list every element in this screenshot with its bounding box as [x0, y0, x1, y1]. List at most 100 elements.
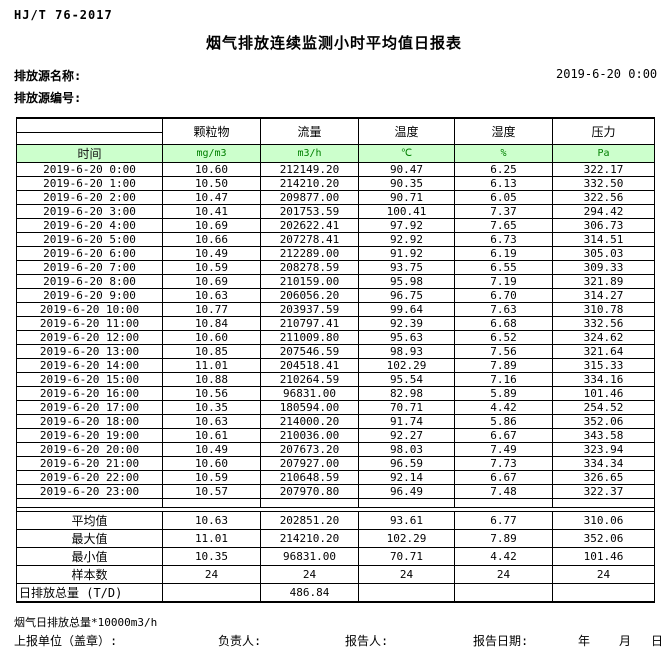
summary-value: 24	[162, 564, 261, 584]
value-cell: 180594.00	[260, 399, 359, 415]
time-cell: 2019-6-20 12:00	[16, 329, 163, 345]
time-cell: 2019-6-20 15:00	[16, 371, 163, 387]
table-row: 2019-6-20 2:00 10.47 209877.00 90.71 6.05 322…	[16, 189, 655, 205]
value-cell: 315.33	[552, 357, 655, 373]
time-cell: 2019-6-20 3:00	[16, 203, 163, 219]
value-cell: 7.56	[454, 343, 553, 359]
summary-label: 最小值	[16, 546, 163, 566]
time-cell: 2019-6-20 5:00	[16, 231, 163, 247]
value-cell: 210159.00	[260, 273, 359, 289]
value-cell: 322.56	[552, 189, 655, 205]
value-cell: 91.74	[358, 413, 455, 429]
value-cell: 7.89	[454, 357, 553, 373]
value-cell: 201753.59	[260, 203, 359, 219]
value-cell: 214210.20	[260, 175, 359, 191]
value-cell: 10.84	[162, 315, 261, 331]
time-cell: 2019-6-20 6:00	[16, 245, 163, 261]
table-row: 2019-6-20 13:00 10.85 207546.59 98.93 7.56 32…	[16, 343, 655, 359]
value-cell: 310.78	[552, 301, 655, 317]
time-cell: 2019-6-20 14:00	[16, 357, 163, 373]
value-cell: 92.14	[358, 469, 455, 485]
value-cell: 6.73	[454, 231, 553, 247]
value-cell: 10.69	[162, 273, 261, 289]
value-cell: 10.56	[162, 385, 261, 401]
value-cell: 7.16	[454, 371, 553, 387]
value-cell: 96.59	[358, 455, 455, 471]
value-cell: 7.63	[454, 301, 553, 317]
monitoring-table: 颗粒物 流量 温度 湿度 压力 时间 mg/m3 m3/h ℃ % Pa 201…	[16, 117, 655, 603]
summary-value: 96831.00	[260, 546, 359, 566]
summary-value: 214210.20	[260, 528, 359, 548]
summary-value: 11.01	[162, 528, 261, 548]
value-cell: 10.47	[162, 189, 261, 205]
value-cell: 208278.59	[260, 259, 359, 275]
column-header-pressure: 压力	[552, 117, 655, 145]
value-cell: 306.73	[552, 217, 655, 233]
summary-value	[454, 582, 553, 602]
summary-value: 24	[358, 564, 455, 584]
value-cell: 98.93	[358, 343, 455, 359]
value-cell: 210648.59	[260, 469, 359, 485]
summary-value: 24	[260, 564, 359, 584]
value-cell: 92.39	[358, 315, 455, 331]
unit-cell-flow: m3/h	[260, 143, 359, 163]
value-cell: 324.62	[552, 329, 655, 345]
value-cell: 95.54	[358, 371, 455, 387]
value-cell: 10.49	[162, 441, 261, 457]
summary-value: 486.84	[260, 582, 359, 602]
units-row: 时间 mg/m3 m3/h ℃ % Pa	[16, 143, 655, 163]
value-cell: 6.13	[454, 175, 553, 191]
value-cell: 209877.00	[260, 189, 359, 205]
value-cell: 334.34	[552, 455, 655, 471]
report-datetime: 2019-6-20 0:00	[556, 67, 658, 81]
value-cell: 6.05	[454, 189, 553, 205]
table-row: 2019-6-20 16:00 10.56 96831.00 82.98 5.89 101…	[16, 385, 655, 401]
time-cell: 2019-6-20 1:00	[16, 175, 163, 191]
summary-value: 4.42	[454, 546, 553, 566]
value-cell: 314.51	[552, 231, 655, 247]
value-cell: 11.01	[162, 357, 261, 373]
value-cell: 322.17	[552, 161, 655, 177]
value-cell: 10.35	[162, 399, 261, 415]
time-cell: 2019-6-20 17:00	[16, 399, 163, 415]
table-row: 2019-6-20 15:00 10.88 210264.59 95.54 7.16 33…	[16, 371, 655, 387]
summary-value: 24	[454, 564, 553, 584]
value-cell: 10.69	[162, 217, 261, 233]
value-cell: 10.66	[162, 231, 261, 247]
summary-value	[552, 582, 655, 602]
time-cell: 2019-6-20 0:00	[16, 161, 163, 177]
value-cell: 207927.00	[260, 455, 359, 471]
table-row: 2019-6-20 12:00 10.60 211009.80 95.63 6.52 32…	[16, 329, 655, 345]
time-cell: 2019-6-20 11:00	[16, 315, 163, 331]
value-cell: 212289.00	[260, 245, 359, 261]
value-cell: 326.65	[552, 469, 655, 485]
time-cell: 2019-6-20 4:00	[16, 217, 163, 233]
divider-section	[16, 497, 655, 512]
value-cell: 90.35	[358, 175, 455, 191]
value-cell: 321.64	[552, 343, 655, 359]
value-cell: 4.42	[454, 399, 553, 415]
header-split-line	[17, 119, 162, 133]
value-cell: 314.27	[552, 287, 655, 303]
value-cell: 6.70	[454, 287, 553, 303]
unit-cell-pressure: Pa	[552, 143, 655, 163]
unit-cell-temp: ℃	[358, 143, 455, 163]
value-cell: 207278.41	[260, 231, 359, 247]
table-row: 2019-6-20 22:00 10.59 210648.59 92.14 6.67 32…	[16, 469, 655, 485]
value-cell: 6.25	[454, 161, 553, 177]
value-cell: 92.92	[358, 231, 455, 247]
empty-row	[16, 497, 655, 508]
value-cell: 6.19	[454, 245, 553, 261]
value-cell: 207546.59	[260, 343, 359, 359]
table-row: 2019-6-20 17:00 10.35 180594.00 70.71 4.42 25…	[16, 399, 655, 415]
footer-note: 烟气日排放总量*10000m3/h	[14, 616, 158, 629]
source-code-label: 排放源编号:	[14, 91, 82, 105]
value-cell: 10.59	[162, 469, 261, 485]
report-date-label: 报告日期:	[473, 634, 529, 648]
column-header-humidity: 湿度	[454, 117, 553, 145]
table-row: 2019-6-20 10:00 10.77 203937.59 99.64 7.63 31…	[16, 301, 655, 317]
summary-label: 样本数	[16, 564, 163, 584]
summary-value: 6.77	[454, 510, 553, 530]
value-cell: 101.46	[552, 385, 655, 401]
